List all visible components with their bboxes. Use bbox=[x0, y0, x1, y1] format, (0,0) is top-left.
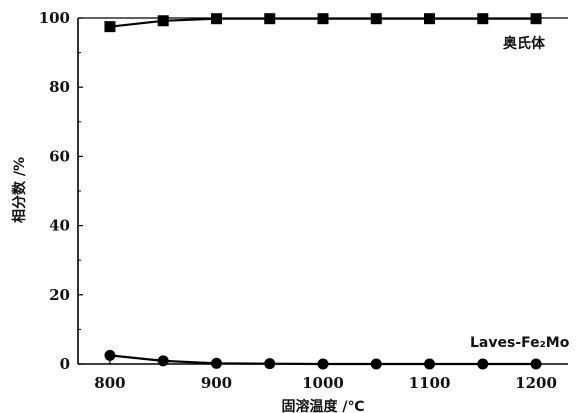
x-tick-label: 1000 bbox=[302, 374, 344, 392]
data-point-square bbox=[424, 13, 436, 25]
x-tick-label: 1200 bbox=[515, 374, 557, 392]
data-point-circle bbox=[370, 358, 382, 370]
series-layer bbox=[104, 13, 542, 370]
data-point-circle bbox=[424, 358, 436, 370]
data-point-circle bbox=[530, 358, 542, 370]
x-axis-title: 固溶温度 /℃ bbox=[282, 398, 365, 413]
data-point-square bbox=[317, 13, 329, 25]
x-tick-label: 900 bbox=[201, 374, 232, 392]
data-point-circle bbox=[477, 358, 489, 370]
x-tick-label: 800 bbox=[94, 374, 125, 392]
y-tick-label: 0 bbox=[60, 355, 70, 373]
data-point-circle bbox=[157, 355, 169, 367]
data-point-circle bbox=[317, 358, 329, 370]
x-tick-label: 1100 bbox=[409, 374, 451, 392]
data-point-square bbox=[264, 13, 276, 25]
data-point-square bbox=[530, 13, 542, 25]
data-point-circle bbox=[210, 357, 222, 369]
y-tick-label: 40 bbox=[49, 217, 70, 235]
axes: 0 20 40 60 80 100 800 900 1000 1100 1200 bbox=[39, 9, 568, 392]
data-point-square bbox=[370, 13, 382, 25]
data-point-circle bbox=[104, 349, 116, 361]
data-point-square bbox=[210, 13, 222, 25]
y-tick-label: 60 bbox=[49, 147, 70, 165]
y-tick-label: 20 bbox=[49, 286, 70, 304]
series-label-austenite: 奥氏体 bbox=[503, 35, 546, 52]
y-axis-title: 相分数 /% bbox=[11, 157, 28, 223]
data-point-square bbox=[477, 13, 489, 25]
y-tick-label: 80 bbox=[49, 78, 70, 96]
series-label-laves: Laves-Fe₂Mo bbox=[470, 335, 570, 351]
data-point-circle bbox=[264, 358, 276, 370]
y-tick-label: 100 bbox=[39, 9, 70, 27]
data-point-square bbox=[157, 15, 169, 27]
data-point-square bbox=[104, 21, 116, 33]
